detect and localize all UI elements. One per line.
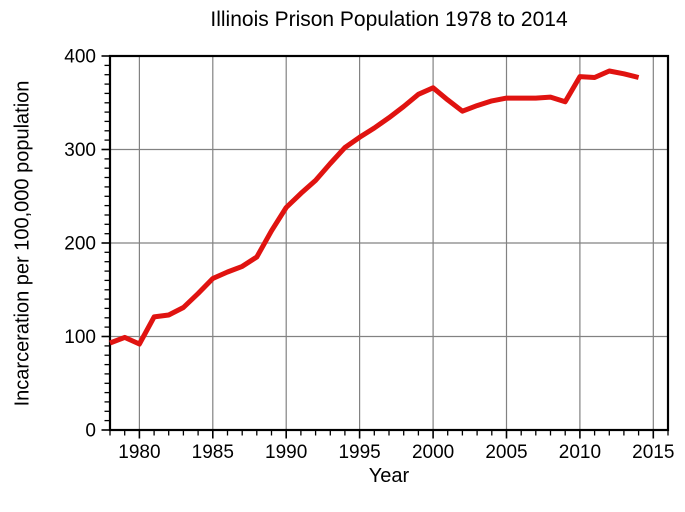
plot-frame bbox=[108, 54, 670, 432]
y-tick-label: 0 bbox=[85, 421, 96, 442]
y-axis-label-wrap: Incarceration per 100,000 population bbox=[6, 56, 40, 430]
y-tick-label: 200 bbox=[64, 234, 96, 255]
x-tick-label: 1995 bbox=[338, 442, 380, 463]
x-tick-label: 1985 bbox=[192, 442, 234, 463]
y-tick-label: 400 bbox=[64, 47, 96, 68]
chart-title: Illinois Prison Population 1978 to 2014 bbox=[210, 8, 568, 31]
x-axis-label: Year bbox=[368, 465, 410, 487]
x-tick-label: 1980 bbox=[118, 442, 160, 463]
data-series-line bbox=[109, 68, 640, 347]
y-tick-label: 300 bbox=[64, 140, 96, 161]
x-tick-label: 2005 bbox=[485, 442, 527, 463]
y-axis-label: Incarceration per 100,000 population bbox=[11, 80, 34, 406]
x-tick-label: 2000 bbox=[412, 442, 454, 463]
x-tick-label: 2010 bbox=[559, 442, 601, 463]
y-tick-label: 100 bbox=[64, 327, 96, 348]
x-tick-label: 2015 bbox=[632, 442, 674, 463]
x-tick-label: 1990 bbox=[265, 442, 307, 463]
